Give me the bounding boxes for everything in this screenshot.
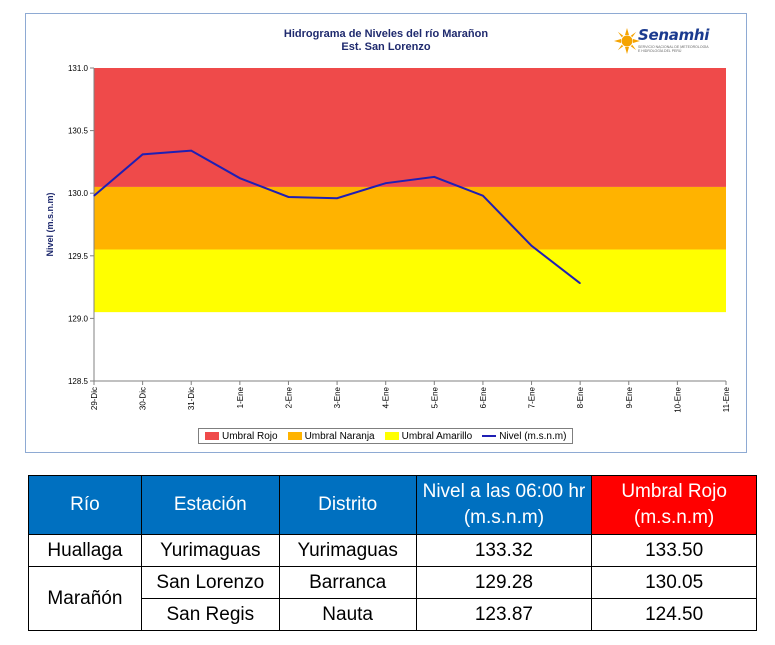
chart-plot: 128.5 129.0 129.5 130.0 130.5 131.0 29-Dic 30-D… xyxy=(45,64,731,413)
y-axis-label: Nivel (m.s.n.m) xyxy=(45,192,55,256)
stations-table: Río Estación Distrito Nivel a las 06:00 … xyxy=(28,475,757,631)
data-point xyxy=(190,150,192,152)
cell-distrito: Barranca xyxy=(278,566,417,599)
x-tick-label: 8-Ene xyxy=(576,386,585,408)
chart-title: Hidrograma de Niveles del río Marañon xyxy=(283,28,489,40)
data-point xyxy=(579,282,581,284)
x-tick-label: 3-Ene xyxy=(333,386,342,408)
senamhi-logo: Senamhi SERVICIO NACIONAL DE METEOROLOGÍ… xyxy=(614,24,714,58)
header-nivel: Nivel a las 06:00 hr (m.s.n.m) xyxy=(415,475,593,535)
legend-swatch xyxy=(384,432,399,440)
legend-item-naranja: Umbral Naranja xyxy=(287,430,375,442)
cell-umbral: 124.50 xyxy=(591,598,757,631)
y-tick-label: 130.0 xyxy=(68,189,89,198)
data-point xyxy=(93,195,95,197)
x-tick-label: 10-Ene xyxy=(673,386,682,412)
legend-item-nivel: Nivel (m.s.n.m) xyxy=(482,431,566,442)
y-tick-label: 128.5 xyxy=(68,377,89,386)
header-estacion: Estación xyxy=(140,475,280,535)
x-tick-label: 11-Ene xyxy=(722,386,731,412)
x-tick-label: 31-Dic xyxy=(187,387,196,410)
table-row: Marañón San Lorenzo Barranca 129.28 130.… xyxy=(28,566,757,631)
table-header-row: Río Estación Distrito Nivel a las 06:00 … xyxy=(28,475,757,535)
logo-tagline: SERVICIO NACIONAL DE METEOROLOGÍA E HIDR… xyxy=(638,45,709,53)
cell-nivel: 129.28 xyxy=(415,566,593,599)
header-umbral-rojo: Umbral Rojo (m.s.n.m) xyxy=(591,475,757,535)
cell-distrito: Yurimaguas xyxy=(278,534,417,567)
cell-distrito: Nauta xyxy=(278,598,417,631)
x-tick-label: 7-Ene xyxy=(528,386,537,408)
logo-text: Senamhi xyxy=(638,26,710,44)
legend-item-amarillo: Umbral Amarillo xyxy=(384,430,473,442)
data-point xyxy=(239,177,241,179)
chart-subtitle: Est. San Lorenzo xyxy=(341,41,431,53)
data-point xyxy=(385,182,387,184)
threshold-band xyxy=(94,68,726,187)
x-tick-label: 30-Dic xyxy=(139,387,148,410)
cell-rio: Marañón xyxy=(28,566,142,631)
cell-umbral: 130.05 xyxy=(591,566,757,599)
legend-label: Umbral Rojo xyxy=(222,430,278,442)
table-row: Huallaga Yurimaguas Yurimaguas 133.32 13… xyxy=(28,534,757,567)
data-point xyxy=(142,153,144,155)
chart-legend: Umbral Rojo Umbral Naranja Umbral Amaril… xyxy=(198,428,574,444)
cell-umbral: 133.50 xyxy=(591,534,757,567)
cell-estacion: San Regis xyxy=(140,598,280,631)
cell-estacion: San Lorenzo xyxy=(140,566,280,599)
x-tick-label: 6-Ene xyxy=(479,386,488,408)
hydrograph-chart: Hidrograma de Niveles del río Marañon Es… xyxy=(25,13,747,453)
legend-swatch xyxy=(205,432,219,440)
data-point xyxy=(530,245,533,247)
y-tick-label: 131.0 xyxy=(68,64,89,73)
data-point xyxy=(287,196,290,198)
cell-nivel: 133.32 xyxy=(415,534,593,567)
data-point xyxy=(482,195,484,197)
y-tick-label: 129.0 xyxy=(68,314,89,323)
header-distrito: Distrito xyxy=(278,475,417,535)
sun-icon xyxy=(614,28,640,54)
cell-nivel: 123.87 xyxy=(415,598,593,631)
data-point xyxy=(433,176,435,178)
cell-estacion: Yurimaguas xyxy=(140,534,280,567)
legend-swatch xyxy=(287,432,302,440)
legend-label: Nivel (m.s.n.m) xyxy=(499,430,567,442)
x-tick-label: 9-Ene xyxy=(625,386,634,408)
threshold-band xyxy=(94,249,726,313)
x-tick-label: 4-Ene xyxy=(382,386,391,408)
cell-rio: Huallaga xyxy=(28,534,142,567)
threshold-band xyxy=(94,186,726,250)
x-tick-label: 1-Ene xyxy=(236,386,245,408)
x-tick-label: 2-Ene xyxy=(284,386,293,408)
y-tick-label: 130.5 xyxy=(68,127,89,136)
legend-label: Umbral Amarillo xyxy=(401,430,473,442)
x-tick-label: 5-Ene xyxy=(430,386,439,408)
x-tick-label: 29-Dic xyxy=(90,387,99,410)
y-tick-label: 129.5 xyxy=(68,252,89,261)
legend-label: Umbral Naranja xyxy=(304,430,375,442)
header-rio: Río xyxy=(28,475,142,535)
table-row: San Regis Nauta 123.87 124.50 xyxy=(29,598,757,631)
data-point xyxy=(336,197,338,199)
legend-swatch xyxy=(482,435,497,437)
legend-item-rojo: Umbral Rojo xyxy=(205,431,278,442)
